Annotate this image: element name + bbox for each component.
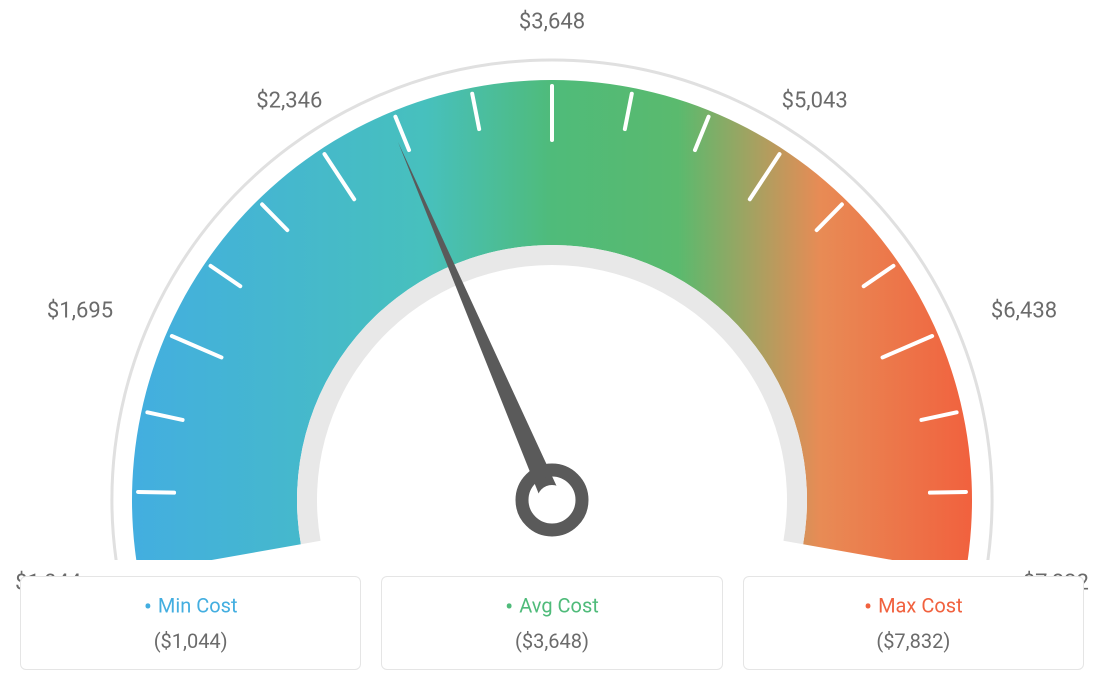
legend-label-min: Min Cost <box>33 593 348 621</box>
legend-card-max: Max Cost ($7,832) <box>743 576 1084 670</box>
tick-label-5: $6,438 <box>991 298 1057 323</box>
legend-value-min: ($1,044) <box>33 629 348 653</box>
tick-label-2: $2,346 <box>256 88 322 113</box>
legend-value-max: ($7,832) <box>756 629 1071 653</box>
tick-label-4: $5,043 <box>782 88 848 113</box>
legend-card-min: Min Cost ($1,044) <box>20 576 361 670</box>
gauge-svg <box>0 0 1104 560</box>
tick-label-3: $3,648 <box>519 10 585 35</box>
tick-label-1: $1,695 <box>47 298 113 323</box>
legend-card-avg: Avg Cost ($3,648) <box>381 576 722 670</box>
legend-label-max: Max Cost <box>756 593 1071 621</box>
gauge-chart: $1,044$1,695$2,346$3,648$5,043$6,438$7,8… <box>0 0 1104 560</box>
legend-label-avg: Avg Cost <box>394 593 709 621</box>
legend-row: Min Cost ($1,044) Avg Cost ($3,648) Max … <box>0 576 1104 670</box>
legend-value-avg: ($3,648) <box>394 629 709 653</box>
